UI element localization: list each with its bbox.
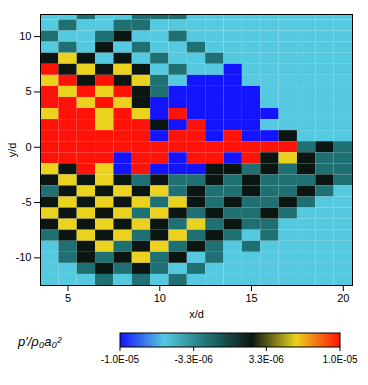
- svg-text:20: 20: [337, 292, 349, 304]
- svg-text:0: 0: [25, 141, 31, 153]
- svg-text:1.0E-05: 1.0E-05: [322, 354, 357, 365]
- svg-text:10: 10: [154, 292, 166, 304]
- svg-text:5: 5: [25, 85, 31, 97]
- svg-text:-1.0E-05: -1.0E-05: [101, 354, 140, 365]
- svg-text:10: 10: [19, 30, 31, 42]
- svg-text:-10: -10: [16, 251, 32, 263]
- svg-text:15: 15: [245, 292, 257, 304]
- svg-text:3.3E-06: 3.3E-06: [249, 354, 284, 365]
- svg-text:-5: -5: [22, 196, 32, 208]
- svg-text:5: 5: [65, 292, 71, 304]
- svg-text:-3.3E-06: -3.3E-06: [175, 354, 214, 365]
- svg-text:x/d: x/d: [189, 308, 204, 320]
- svg-text:p′/ρ₀a₀²: p′/ρ₀a₀²: [17, 334, 62, 349]
- svg-text:y/d: y/d: [6, 143, 18, 158]
